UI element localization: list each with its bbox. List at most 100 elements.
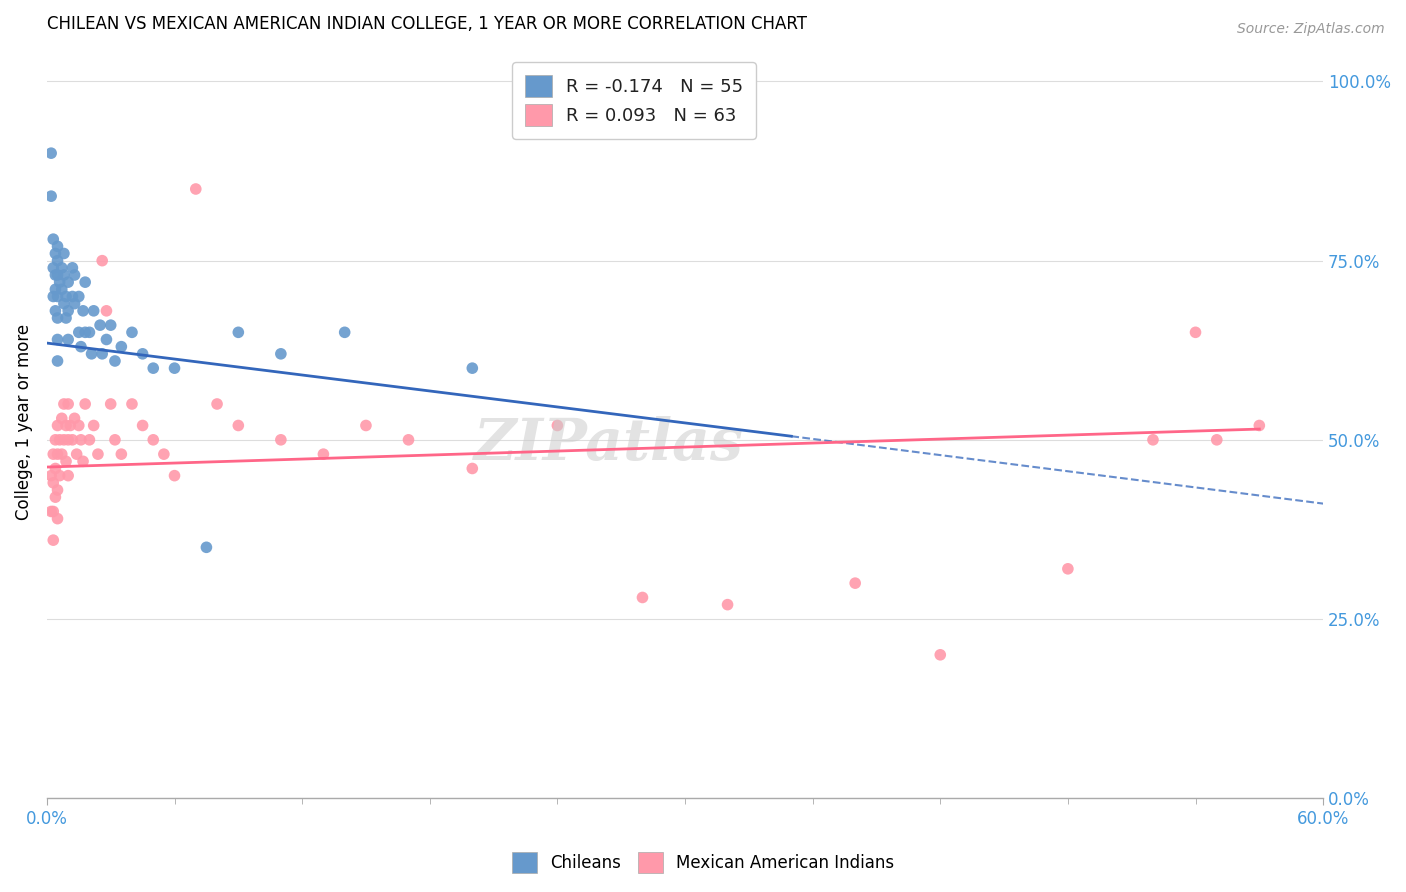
Point [72, 303, 94, 318]
Point [55, 418, 77, 433]
Point [55, 310, 77, 325]
Point [228, 418, 250, 433]
Point [56, 397, 79, 411]
Point [63, 411, 86, 425]
Point [1249, 418, 1271, 433]
Text: CHILEAN VS MEXICAN AMERICAN INDIAN COLLEGE, 1 YEAR OR MORE CORRELATION CHART: CHILEAN VS MEXICAN AMERICAN INDIAN COLLE… [46, 15, 807, 33]
Point [121, 326, 143, 340]
Point [44, 268, 66, 282]
Point [163, 361, 186, 376]
Point [354, 418, 377, 433]
Point [56, 303, 79, 318]
Point [42, 504, 65, 518]
Point [44, 282, 66, 296]
Point [79, 433, 101, 447]
Point [39, 146, 62, 161]
Point [110, 340, 132, 354]
Point [52, 397, 75, 411]
Point [75, 397, 97, 411]
Point [52, 268, 75, 282]
Point [333, 326, 356, 340]
Point [75, 275, 97, 289]
Point [56, 433, 79, 447]
Point [42, 260, 65, 275]
Point [44, 246, 66, 260]
Point [929, 648, 952, 662]
Point [56, 333, 79, 347]
Point [46, 333, 69, 347]
Point [46, 239, 69, 253]
Point [55, 454, 77, 468]
Point [44, 303, 66, 318]
Point [1142, 433, 1164, 447]
Point [104, 354, 127, 368]
Point [42, 475, 65, 490]
Point [62, 260, 84, 275]
Point [46, 447, 69, 461]
Point [52, 296, 75, 310]
Point [67, 418, 90, 433]
Point [42, 447, 65, 461]
Point [52, 433, 75, 447]
Point [51, 260, 73, 275]
Point [195, 541, 218, 555]
Point [56, 275, 79, 289]
Point [48, 433, 70, 447]
Text: Source: ZipAtlas.com: Source: ZipAtlas.com [1237, 22, 1385, 37]
Point [96, 303, 118, 318]
Point [716, 598, 738, 612]
Point [312, 447, 335, 461]
Point [121, 397, 143, 411]
Y-axis label: College, 1 year or more: College, 1 year or more [15, 324, 32, 520]
Point [46, 483, 69, 497]
Point [96, 333, 118, 347]
Point [131, 347, 153, 361]
Point [163, 468, 186, 483]
Point [63, 296, 86, 310]
Point [1184, 326, 1206, 340]
Point [91, 347, 114, 361]
Point [91, 253, 114, 268]
Point [42, 289, 65, 303]
Point [75, 326, 97, 340]
Point [110, 447, 132, 461]
Point [62, 433, 84, 447]
Point [1057, 562, 1080, 576]
Point [184, 182, 207, 196]
Point [83, 303, 105, 318]
Point [142, 433, 165, 447]
Point [1205, 433, 1227, 447]
Point [39, 468, 62, 483]
Point [67, 289, 90, 303]
Point [46, 511, 69, 525]
Point [142, 361, 165, 376]
Point [51, 411, 73, 425]
Point [52, 246, 75, 260]
Text: ZIPatlas: ZIPatlas [474, 417, 744, 473]
Point [63, 268, 86, 282]
Point [205, 397, 228, 411]
Point [631, 591, 654, 605]
Point [48, 468, 70, 483]
Point [59, 418, 82, 433]
Point [48, 275, 70, 289]
Point [56, 468, 79, 483]
Point [46, 418, 69, 433]
Point [228, 326, 250, 340]
Point [46, 354, 69, 368]
Point [51, 282, 73, 296]
Point [39, 504, 62, 518]
Point [100, 397, 122, 411]
Point [44, 490, 66, 504]
Point [80, 347, 103, 361]
Point [42, 533, 65, 548]
Point [131, 418, 153, 433]
Point [79, 326, 101, 340]
Point [55, 289, 77, 303]
Point [100, 318, 122, 333]
Point [39, 189, 62, 203]
Point [46, 310, 69, 325]
Point [546, 418, 568, 433]
Point [153, 447, 176, 461]
Point [461, 361, 484, 376]
